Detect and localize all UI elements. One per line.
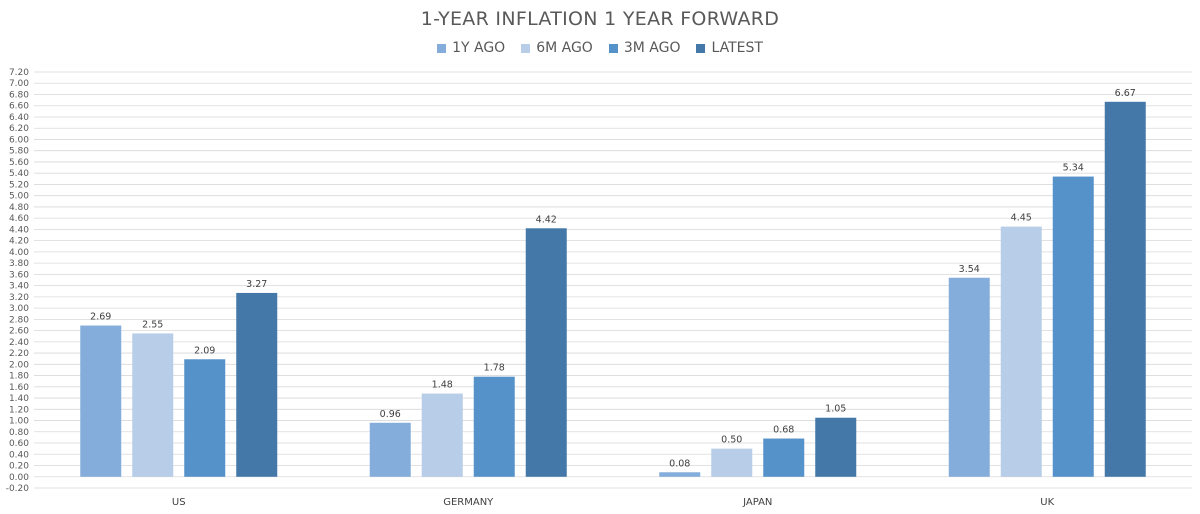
bar-uk-6m-ago (1000, 226, 1042, 477)
bar-us-3m-ago (184, 359, 226, 477)
y-tick-label: 1.80 (9, 372, 29, 382)
bar-germany-3m-ago (473, 376, 515, 477)
y-tick-label: 2.60 (9, 327, 29, 337)
legend-label: 6M AGO (536, 40, 593, 56)
y-tick-label: 7.00 (9, 79, 29, 89)
y-tick-label: 7.20 (9, 68, 29, 78)
category-label: UK (1040, 497, 1054, 508)
y-tick-label: 5.40 (9, 169, 29, 179)
y-tick-label: 3.20 (9, 293, 29, 303)
category-label: JAPAN (742, 497, 772, 508)
y-tick-label: 3.60 (9, 270, 29, 280)
y-tick-label: 4.60 (9, 214, 29, 224)
y-tick-label: 2.40 (9, 338, 29, 348)
y-tick-label: 1.40 (9, 394, 29, 404)
legend-item-6m-ago: 6M AGO (521, 40, 593, 56)
y-tick-label: 2.00 (9, 360, 29, 370)
data-label: 1.48 (432, 380, 453, 391)
y-tick-label: 1.20 (9, 405, 29, 415)
bar-us-latest (236, 292, 278, 477)
data-label: 2.09 (194, 345, 215, 356)
chart-title: 1-YEAR INFLATION 1 YEAR FORWARD (420, 8, 780, 30)
data-label: 1.05 (825, 404, 846, 415)
bar-japan-6m-ago (711, 448, 753, 477)
y-tick-label: 4.80 (9, 203, 29, 213)
bar-uk-3m-ago (1052, 176, 1094, 477)
bars (80, 101, 1146, 477)
bar-germany-latest (525, 228, 567, 477)
y-tick-label: 3.00 (9, 304, 29, 314)
category-label: US (172, 497, 186, 508)
data-label: 5.34 (1063, 163, 1084, 174)
data-label: 0.08 (669, 458, 690, 469)
data-label: 2.69 (90, 312, 111, 323)
gridlines (34, 71, 1192, 489)
chart-legend: 1Y AGO 6M AGO 3M AGO LATEST (0, 40, 1200, 56)
data-label: 0.50 (721, 435, 742, 446)
legend-item-latest: LATEST (696, 40, 763, 56)
y-axis-ticks: -0.200.000.20 0.400.600.801.00 1.201.401.6… (6, 68, 30, 494)
y-tick-label: 3.80 (9, 259, 29, 269)
y-tick-label: 1.00 (9, 417, 29, 427)
y-tick-label: -0.20 (6, 484, 30, 494)
y-tick-label: 4.20 (9, 237, 29, 247)
y-tick-label: 0.60 (9, 439, 29, 449)
legend-swatch (521, 43, 531, 53)
legend-swatch (437, 43, 447, 53)
y-tick-label: 0.40 (9, 450, 29, 460)
y-tick-label: 5.60 (9, 158, 29, 168)
legend-label: 1Y AGO (452, 40, 506, 56)
y-tick-label: 0.20 (9, 462, 29, 472)
y-tick-label: 6.60 (9, 102, 29, 112)
bar-us-6m-ago (132, 333, 174, 477)
bar-japan-3m-ago (763, 438, 805, 477)
data-label: 0.96 (380, 409, 401, 420)
data-label: 6.67 (1115, 88, 1136, 99)
x-axis-categories: US GERMANY JAPAN UK (172, 497, 1055, 508)
y-tick-label: 6.00 (9, 135, 29, 145)
y-tick-label: 2.20 (9, 349, 29, 359)
y-tick-label: 0.80 (9, 428, 29, 438)
y-tick-label: 5.80 (9, 147, 29, 157)
y-tick-label: 4.40 (9, 225, 29, 235)
y-tick-label: 5.20 (9, 180, 29, 190)
bar-japan-latest (815, 417, 857, 477)
y-tick-label: 6.20 (9, 124, 29, 134)
legend-swatch (696, 43, 706, 53)
y-tick-label: 0.00 (9, 473, 29, 483)
legend-item-1y-ago: 1Y AGO (437, 40, 505, 56)
bar-germany-6m-ago (421, 393, 463, 477)
data-label: 0.68 (773, 425, 794, 436)
y-tick-label: 3.40 (9, 282, 29, 292)
bar-japan-1y-ago (659, 472, 701, 477)
bar-germany-1y-ago (369, 422, 411, 477)
legend-label: LATEST (711, 40, 763, 56)
data-label: 4.42 (536, 214, 557, 225)
data-labels: 2.69 2.55 2.09 3.27 0.96 1.48 1.78 4.42 0.08 0.50… (90, 88, 1136, 469)
data-label: 3.54 (959, 264, 980, 275)
data-label: 2.55 (142, 319, 163, 330)
legend-item-3m-ago: 3M AGO (608, 40, 681, 56)
bar-uk-1y-ago (948, 277, 990, 477)
y-tick-label: 4.00 (9, 248, 29, 258)
bar-us-1y-ago (80, 325, 122, 477)
data-label: 3.27 (246, 279, 267, 290)
category-label: GERMANY (443, 497, 494, 508)
bar-uk-latest (1104, 101, 1146, 477)
data-label: 4.45 (1011, 213, 1032, 224)
y-tick-label: 6.80 (9, 90, 29, 100)
legend-swatch (608, 43, 618, 53)
y-tick-label: 2.80 (9, 315, 29, 325)
legend-label: 3M AGO (623, 40, 681, 56)
y-tick-label: 1.60 (9, 383, 29, 393)
y-tick-label: 5.00 (9, 192, 29, 202)
y-tick-label: 6.40 (9, 113, 29, 123)
data-label: 1.78 (484, 363, 505, 374)
